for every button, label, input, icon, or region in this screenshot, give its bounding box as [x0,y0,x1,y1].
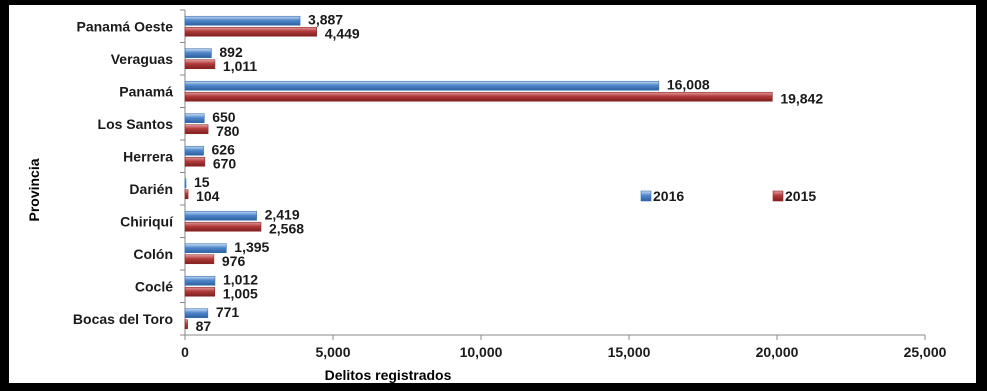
bar-2015 [184,156,206,167]
category-label: Coclé [135,278,173,294]
value-label-2016: 1,395 [234,239,269,255]
category-label: Panamá [119,83,173,99]
category-label: Darién [129,181,173,197]
category-label: Bocas del Toro [73,311,173,327]
category-label: Panamá Oeste [77,18,174,34]
bar-2015 [184,319,188,330]
value-label-2015: 2,568 [269,220,304,236]
legend-swatch-2016 [640,190,652,202]
value-label-2016: 892 [219,44,243,60]
bar-2016 [184,210,257,221]
category-label: Colón [133,246,173,262]
bar-2016 [184,178,187,189]
bar-2016 [184,275,216,286]
x-tick-label: 25,000 [904,344,947,360]
value-label-2015: 976 [222,253,246,269]
category-label: Chiriquí [120,213,174,229]
bar-2015 [184,91,773,102]
value-label-2016: 1,012 [223,271,258,287]
bar-2016 [184,308,209,319]
value-label-2016: 650 [212,109,236,125]
value-label-2015: 670 [213,155,237,171]
category-label: Veraguas [111,51,173,67]
y-axis-title: Provincia [26,158,42,221]
bar-chart: 0 5,000 10,000 15,000 20,000 25,000 Panamá Oes… [26,9,947,383]
bar-2015 [184,26,317,37]
x-tick-label: 0 [181,344,189,360]
value-label-2015: 19,842 [780,90,823,106]
x-tick-label: 20,000 [756,344,799,360]
chart-frame: 0 5,000 10,000 15,000 20,000 25,000 Panamá Oes… [9,5,976,383]
bar-2015 [184,124,209,135]
value-label-2016: 2,419 [265,206,300,222]
legend-label-2016: 2016 [653,188,684,204]
legend-label-2015: 2015 [785,188,816,204]
value-label-2015: 87 [196,318,212,334]
value-label-2016: 771 [216,304,240,320]
bar-2016 [184,80,660,91]
category-label: Herrera [123,148,173,164]
value-label-2016: 15 [194,174,210,190]
bar-2016 [184,15,301,26]
bar-2016 [184,113,205,124]
value-label-2015: 1,011 [223,58,257,74]
bar-2015 [184,221,262,232]
x-axis-title: Delitos registrados [325,367,452,383]
bar-2016 [184,243,227,254]
value-label-2015: 104 [196,188,220,204]
legend-swatch-2015 [772,190,784,202]
bar-2016 [184,145,204,156]
x-tick-label: 15,000 [608,344,651,360]
value-label-2015: 4,449 [325,25,360,41]
value-label-2015: 780 [216,123,240,139]
value-label-2015: 1,005 [223,285,258,301]
value-label-2016: 626 [212,141,236,157]
bar-2015 [184,189,189,200]
x-tick-label: 10,000 [460,344,503,360]
category-label: Los Santos [98,116,174,132]
bar-2016 [184,48,212,59]
bar-2015 [184,286,216,297]
plot-area: 0 5,000 10,000 15,000 20,000 25,000 Panamá Oes… [73,9,947,360]
x-tick-label: 5,000 [315,344,350,360]
bar-2015 [184,254,215,265]
value-label-2016: 3,887 [308,11,343,27]
value-label-2016: 16,008 [667,76,710,92]
bar-2015 [184,59,216,70]
